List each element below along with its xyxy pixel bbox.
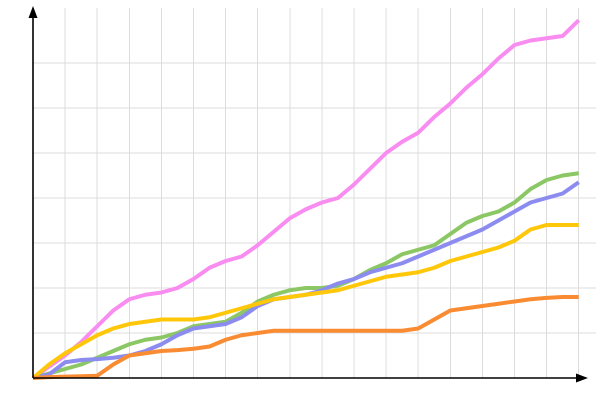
series-yellow <box>31 223 579 380</box>
x-axis-arrowhead <box>576 373 588 383</box>
series-orange <box>32 295 579 380</box>
vertical-gridlines <box>64 8 580 378</box>
y-axis-arrowhead <box>28 6 38 18</box>
series-magenta <box>31 18 581 380</box>
horizontal-gridlines <box>33 62 596 334</box>
series-green <box>32 171 579 380</box>
axes <box>28 6 588 383</box>
series-lines <box>31 18 581 380</box>
